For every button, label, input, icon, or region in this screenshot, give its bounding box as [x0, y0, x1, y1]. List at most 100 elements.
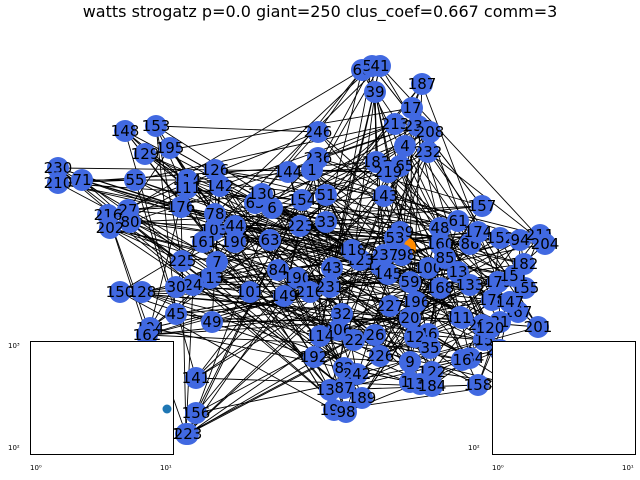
graph-node: 87: [333, 377, 355, 399]
node-circle: [341, 239, 363, 261]
node-circle: [224, 215, 246, 237]
node-label: 192: [300, 348, 329, 366]
graph-edge: [144, 107, 413, 155]
node-label: 162: [133, 326, 162, 344]
node-label: 204: [531, 235, 560, 253]
graph-node: 156: [182, 402, 211, 424]
graph-edge: [134, 123, 396, 181]
graph-edge: [374, 91, 377, 163]
node-label: 22: [344, 331, 363, 349]
node-circle: [171, 250, 193, 272]
node-circle: [201, 311, 223, 333]
node-circle: [192, 231, 214, 253]
node-circle: [411, 73, 433, 95]
graph-node: 154: [288, 189, 316, 211]
node-label: 157: [468, 197, 497, 215]
graph-node: 33: [315, 211, 337, 233]
graph-node: 176: [167, 196, 196, 218]
node-circle: [170, 196, 192, 218]
node-label: 84: [268, 261, 287, 279]
graph-node: 201: [524, 316, 552, 338]
node-circle: [534, 233, 556, 255]
graph-node: 129: [131, 143, 159, 165]
node-circle: [419, 337, 441, 359]
graph-edge: [374, 91, 463, 361]
graph-node: 78: [204, 203, 226, 225]
inset-left-ytick-top: 10³: [8, 342, 20, 350]
node-circle: [471, 195, 493, 217]
graph-edge: [109, 227, 417, 303]
node-label: 11: [452, 309, 471, 327]
node-circle: [165, 303, 187, 325]
graph-edge: [195, 165, 401, 414]
node-circle: [124, 169, 146, 191]
graph-node: 100: [414, 257, 443, 279]
graph-edge: [109, 227, 429, 335]
graph-node: 1: [301, 159, 323, 181]
graph-edge: [187, 301, 417, 435]
graph-edge: [379, 65, 546, 245]
graph-node: 198: [388, 244, 416, 266]
node-circle: [513, 253, 535, 275]
node-circle: [373, 185, 395, 207]
node-circle: [399, 307, 421, 329]
inset-right-ytick-bottom: 10²: [468, 444, 480, 452]
graph-node: 144: [274, 161, 303, 183]
node-label: 35: [420, 339, 439, 357]
graph-edge: [457, 220, 493, 301]
node-label: 13: [448, 263, 467, 281]
node-label: 176: [167, 198, 196, 216]
node-circle: [136, 324, 158, 346]
graph-node: 20: [399, 307, 421, 329]
node-circle: [267, 259, 289, 281]
graph-edge: [214, 65, 373, 215]
node-label: 6: [267, 199, 277, 217]
node-label: 153: [142, 117, 171, 135]
graph-node: 226: [366, 345, 394, 367]
inset-left-ytick-bottom: 10²: [8, 444, 20, 452]
inset-left-xtick-right: 10¹: [160, 464, 172, 472]
graph-node: 130: [248, 183, 276, 205]
graph-edge: [421, 83, 499, 283]
graph-edge: [209, 277, 345, 389]
node-label: 20: [400, 309, 419, 327]
node-label: 120: [476, 319, 505, 337]
node-circle: [527, 316, 549, 338]
graph-edge: [127, 69, 363, 211]
graph-node: 145: [374, 263, 402, 285]
graph-edge: [155, 125, 319, 133]
inset-right-axes: [493, 342, 635, 454]
node-label: 61: [448, 212, 467, 230]
node-label: 39: [365, 83, 384, 101]
node-circle: [429, 217, 451, 239]
graph-node: 24: [182, 274, 204, 296]
node-label: 195: [156, 139, 185, 157]
node-label: 16: [452, 351, 471, 369]
graph-edge: [317, 131, 401, 233]
node-circle: [447, 210, 469, 232]
graph-edge: [325, 194, 421, 385]
node-label: 133: [456, 276, 485, 294]
graph-node: 153: [142, 115, 171, 137]
node-circle: [419, 121, 441, 143]
graph-node: 204: [531, 233, 560, 255]
node-label: 149: [270, 287, 299, 305]
node-label: 225: [168, 252, 197, 270]
node-label: 178: [478, 291, 507, 309]
graph-edge: [427, 151, 526, 289]
node-circle: [71, 169, 93, 191]
graph-node: 71: [71, 169, 93, 191]
inset-plot-left: [30, 341, 174, 455]
graph-edge: [301, 199, 333, 269]
graph-node: 189: [348, 387, 376, 409]
graph-node: 133: [456, 274, 485, 296]
node-label: 156: [182, 404, 211, 422]
node-label: 100: [414, 259, 443, 277]
graph-edge: [195, 199, 303, 414]
node-label: 231: [316, 278, 345, 296]
graph-edge: [287, 171, 459, 222]
graph-edge: [175, 286, 429, 335]
graph-node: 202: [96, 217, 124, 239]
graph-node: 84: [267, 259, 289, 281]
node-label: 144: [274, 163, 303, 181]
